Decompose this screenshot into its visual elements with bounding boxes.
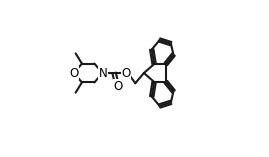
Text: N: N bbox=[99, 67, 108, 79]
Text: O: O bbox=[121, 67, 130, 79]
Text: O: O bbox=[114, 80, 123, 93]
Text: O: O bbox=[69, 67, 79, 79]
